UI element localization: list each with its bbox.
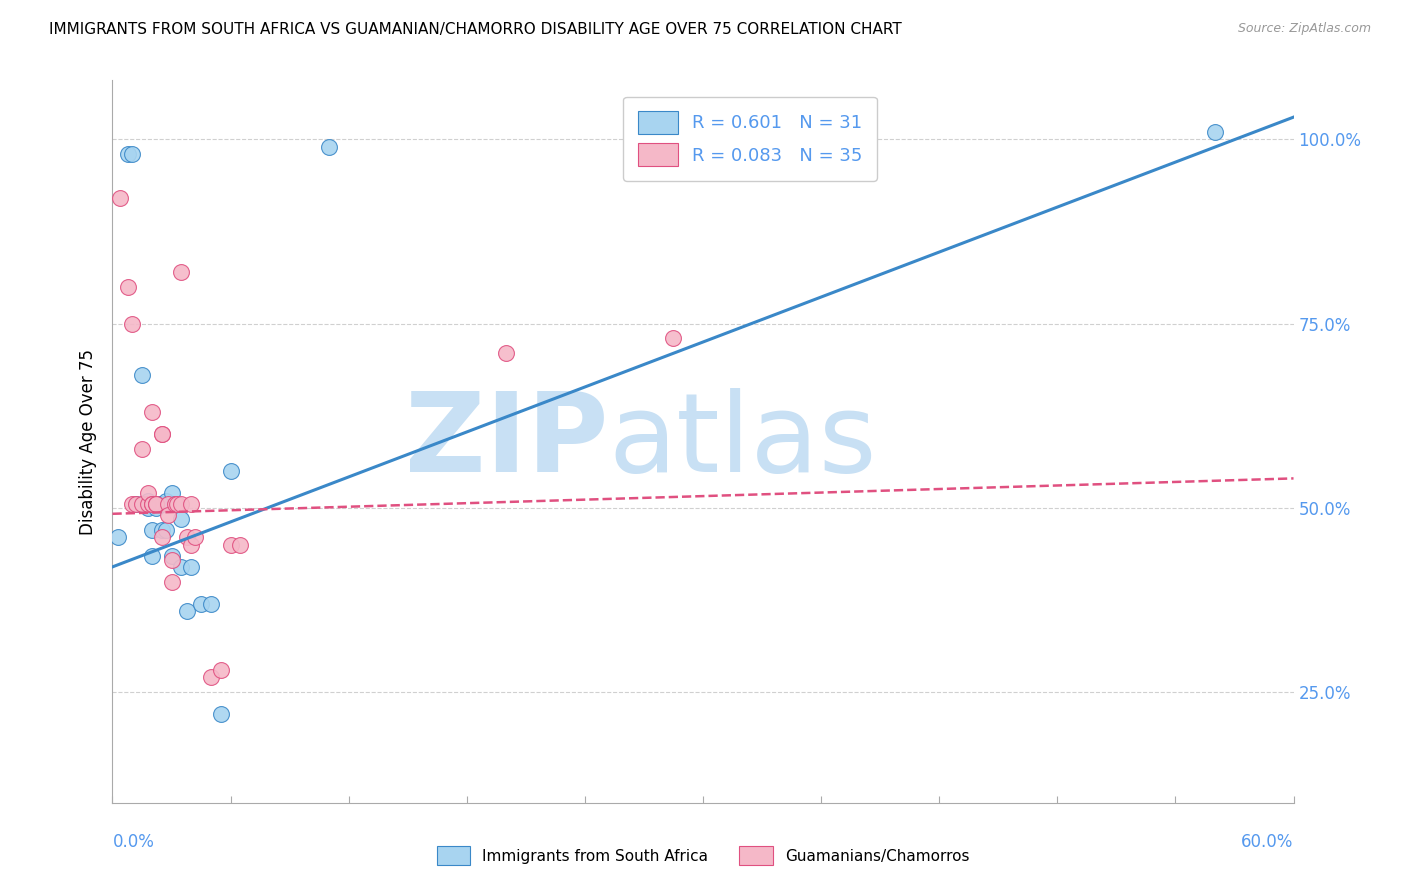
Point — [131, 442, 153, 456]
Point — [136, 497, 159, 511]
Y-axis label: Disability Age Over 75: Disability Age Over 75 — [79, 349, 97, 534]
Point — [180, 538, 202, 552]
Point — [160, 552, 183, 566]
Point — [121, 497, 143, 511]
Point — [156, 508, 179, 523]
Point — [318, 139, 340, 153]
Point — [141, 523, 163, 537]
Point — [136, 493, 159, 508]
Point — [131, 497, 153, 511]
Point — [170, 265, 193, 279]
Text: atlas: atlas — [609, 388, 877, 495]
Point — [180, 560, 202, 574]
Point — [150, 523, 173, 537]
Point — [141, 405, 163, 419]
Point — [145, 497, 167, 511]
Point — [117, 147, 139, 161]
Point — [495, 346, 517, 360]
Point — [136, 500, 159, 515]
Point — [145, 497, 167, 511]
Point — [176, 530, 198, 544]
Point — [141, 549, 163, 563]
Point — [219, 538, 242, 552]
Legend: Immigrants from South Africa, Guamanians/Chamorros: Immigrants from South Africa, Guamanians… — [430, 840, 976, 871]
Point — [176, 604, 198, 618]
Point — [155, 523, 177, 537]
Point — [131, 497, 153, 511]
Point — [150, 530, 173, 544]
Point — [150, 497, 173, 511]
Point — [165, 497, 187, 511]
Point — [145, 500, 167, 515]
Point — [160, 486, 183, 500]
Point — [170, 560, 193, 574]
Point — [121, 147, 143, 161]
Text: IMMIGRANTS FROM SOUTH AFRICA VS GUAMANIAN/CHAMORRO DISABILITY AGE OVER 75 CORREL: IMMIGRANTS FROM SOUTH AFRICA VS GUAMANIA… — [49, 22, 903, 37]
Point — [160, 549, 183, 563]
Point — [150, 427, 173, 442]
Point — [190, 597, 212, 611]
Point — [180, 497, 202, 511]
Point — [141, 497, 163, 511]
Point — [200, 597, 222, 611]
Point — [141, 497, 163, 511]
Point — [209, 707, 232, 722]
Text: 60.0%: 60.0% — [1241, 833, 1294, 851]
Point — [160, 574, 183, 589]
Point — [229, 538, 252, 552]
Point — [219, 464, 242, 478]
Point — [662, 331, 685, 345]
Text: ZIP: ZIP — [405, 388, 609, 495]
Point — [117, 279, 139, 293]
Point — [149, 497, 172, 511]
Point — [170, 512, 193, 526]
Point — [1204, 125, 1226, 139]
Point — [145, 497, 167, 511]
Point — [110, 191, 132, 205]
Point — [107, 530, 129, 544]
Point — [136, 486, 159, 500]
Point — [170, 497, 193, 511]
Point — [131, 368, 153, 383]
Point — [156, 497, 179, 511]
Point — [692, 139, 714, 153]
Point — [155, 493, 177, 508]
Text: 0.0%: 0.0% — [112, 833, 155, 851]
Point — [209, 663, 232, 677]
Point — [150, 427, 173, 442]
Text: Source: ZipAtlas.com: Source: ZipAtlas.com — [1237, 22, 1371, 36]
Point — [200, 670, 222, 684]
Point — [166, 497, 188, 511]
Point — [125, 497, 148, 511]
Point — [125, 497, 148, 511]
Point — [184, 530, 207, 544]
Point — [165, 497, 187, 511]
Legend: R = 0.601   N = 31, R = 0.083   N = 35: R = 0.601 N = 31, R = 0.083 N = 35 — [623, 96, 877, 181]
Point — [121, 317, 143, 331]
